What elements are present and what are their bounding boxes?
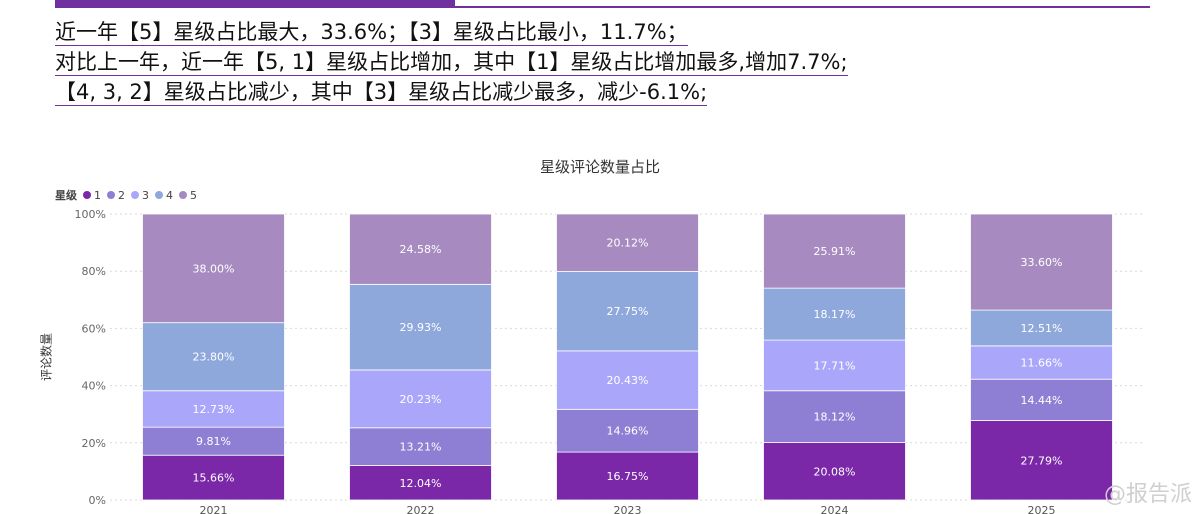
- data-label: 38.00%: [193, 262, 235, 275]
- top-accent-bar: [0, 0, 1150, 8]
- summary-line-2: 对比上一年，近一年【5, 1】星级占比增加，其中【1】星级占比增加最多,增加7.…: [55, 48, 1055, 78]
- data-label: 20.23%: [400, 393, 442, 406]
- bar-segment: [763, 213, 906, 289]
- data-label: 18.12%: [814, 411, 856, 424]
- chart-title: 星级评论数量占比: [539, 158, 660, 176]
- data-label: 12.04%: [400, 477, 442, 490]
- bar-segment: [556, 271, 699, 352]
- summary-line-1: 近一年【5】星级占比最大，33.6%；【3】星级占比最小，11.7%；: [55, 18, 1055, 48]
- x-tick-label: 2024: [821, 504, 849, 514]
- data-label: 33.60%: [1021, 256, 1063, 269]
- bar-segment: [970, 309, 1113, 347]
- legend-swatch-4: [155, 191, 163, 199]
- legend-item-3[interactable]: 3: [131, 189, 149, 202]
- data-label: 17.71%: [814, 359, 856, 372]
- bar-segment: [556, 451, 699, 501]
- bar-segment: [763, 287, 906, 341]
- bar-segment: [970, 213, 1113, 311]
- legend-label-4: 4: [166, 188, 173, 202]
- data-label: 24.58%: [400, 243, 442, 256]
- chart-legend: 星级 1 2 3 4 5: [55, 187, 203, 203]
- data-label: 20.12%: [607, 237, 649, 250]
- data-label: 23.80%: [193, 351, 235, 364]
- data-label: 16.75%: [607, 470, 649, 483]
- data-label: 20.08%: [814, 465, 856, 478]
- x-tick-label: 2022: [407, 504, 435, 514]
- bar-segment: [763, 390, 906, 443]
- bar-segment: [349, 283, 492, 371]
- watermark: @报告派: [1103, 482, 1192, 507]
- legend-swatch-2: [107, 191, 115, 199]
- bar-segment: [349, 213, 492, 285]
- data-label: 25.91%: [814, 245, 856, 258]
- legend-title: 星级: [55, 189, 77, 202]
- y-tick-label: 60%: [82, 322, 106, 335]
- bar-segment: [970, 420, 1113, 501]
- bar-segment: [763, 442, 906, 501]
- data-label: 11.66%: [1021, 357, 1063, 370]
- data-label: 18.17%: [814, 308, 856, 321]
- legend-swatch-3: [131, 191, 139, 199]
- y-tick-label: 100%: [75, 208, 106, 221]
- data-label: 27.79%: [1021, 454, 1063, 467]
- summary-text: 近一年【5】星级占比最大，33.6%；【3】星级占比最小，11.7%； 对比上一…: [55, 18, 1055, 108]
- legend-item-1[interactable]: 1: [83, 189, 101, 202]
- bar-segment: [556, 213, 699, 272]
- legend-label-1: 1: [94, 188, 101, 202]
- y-tick-label: 40%: [82, 380, 106, 393]
- data-label: 27.75%: [607, 305, 649, 318]
- data-label: 15.66%: [193, 472, 235, 485]
- bar-segment: [763, 339, 906, 392]
- x-tick-label: 2023: [614, 504, 642, 514]
- bar-segment: [349, 465, 492, 501]
- data-label: 12.73%: [193, 403, 235, 416]
- summary-line-3-text: 【4, 3, 2】星级占比减少，其中【3】星级占比减少最多，减少-6.1%;: [55, 80, 708, 106]
- data-label: 14.96%: [607, 425, 649, 438]
- y-tick-label: 80%: [82, 265, 106, 278]
- legend-label-5: 5: [190, 188, 197, 202]
- legend-label-2: 2: [118, 188, 125, 202]
- y-tick-label: 0%: [89, 494, 106, 507]
- legend-swatch-1: [83, 191, 91, 199]
- legend-swatch-5: [179, 191, 187, 199]
- bar-segment: [556, 408, 699, 453]
- legend-item-4[interactable]: 4: [155, 189, 173, 202]
- summary-line-1-text: 近一年【5】星级占比最大，33.6%；【3】星级占比最小，11.7%；: [55, 20, 688, 46]
- x-tick-label: 2025: [1028, 504, 1056, 514]
- legend-item-2[interactable]: 2: [107, 189, 125, 202]
- legend-label-3: 3: [142, 188, 149, 202]
- bar-segment: [970, 345, 1113, 380]
- data-label: 12.51%: [1021, 322, 1063, 335]
- data-label: 29.93%: [400, 321, 442, 334]
- bar-segment: [142, 454, 285, 501]
- x-tick-label: 2021: [200, 504, 228, 514]
- top-accent-block: [55, 0, 455, 8]
- summary-line-3: 【4, 3, 2】星级占比减少，其中【3】星级占比减少最多，减少-6.1%;: [55, 78, 1055, 108]
- bar-segment: [970, 378, 1113, 421]
- data-label: 13.21%: [400, 441, 442, 454]
- data-label: 9.81%: [196, 435, 231, 448]
- legend-item-5[interactable]: 5: [179, 189, 197, 202]
- top-accent-rule: [455, 6, 1150, 8]
- bar-segment: [556, 350, 699, 410]
- bar-segment: [349, 427, 492, 466]
- data-label: 20.43%: [607, 374, 649, 387]
- bar-segment: [142, 213, 285, 324]
- y-tick-label: 20%: [82, 437, 106, 450]
- summary-line-2-text: 对比上一年，近一年【5, 1】星级占比增加，其中【1】星级占比增加最多,增加7.…: [55, 50, 848, 76]
- bar-segment: [142, 322, 285, 392]
- data-label: 14.44%: [1021, 394, 1063, 407]
